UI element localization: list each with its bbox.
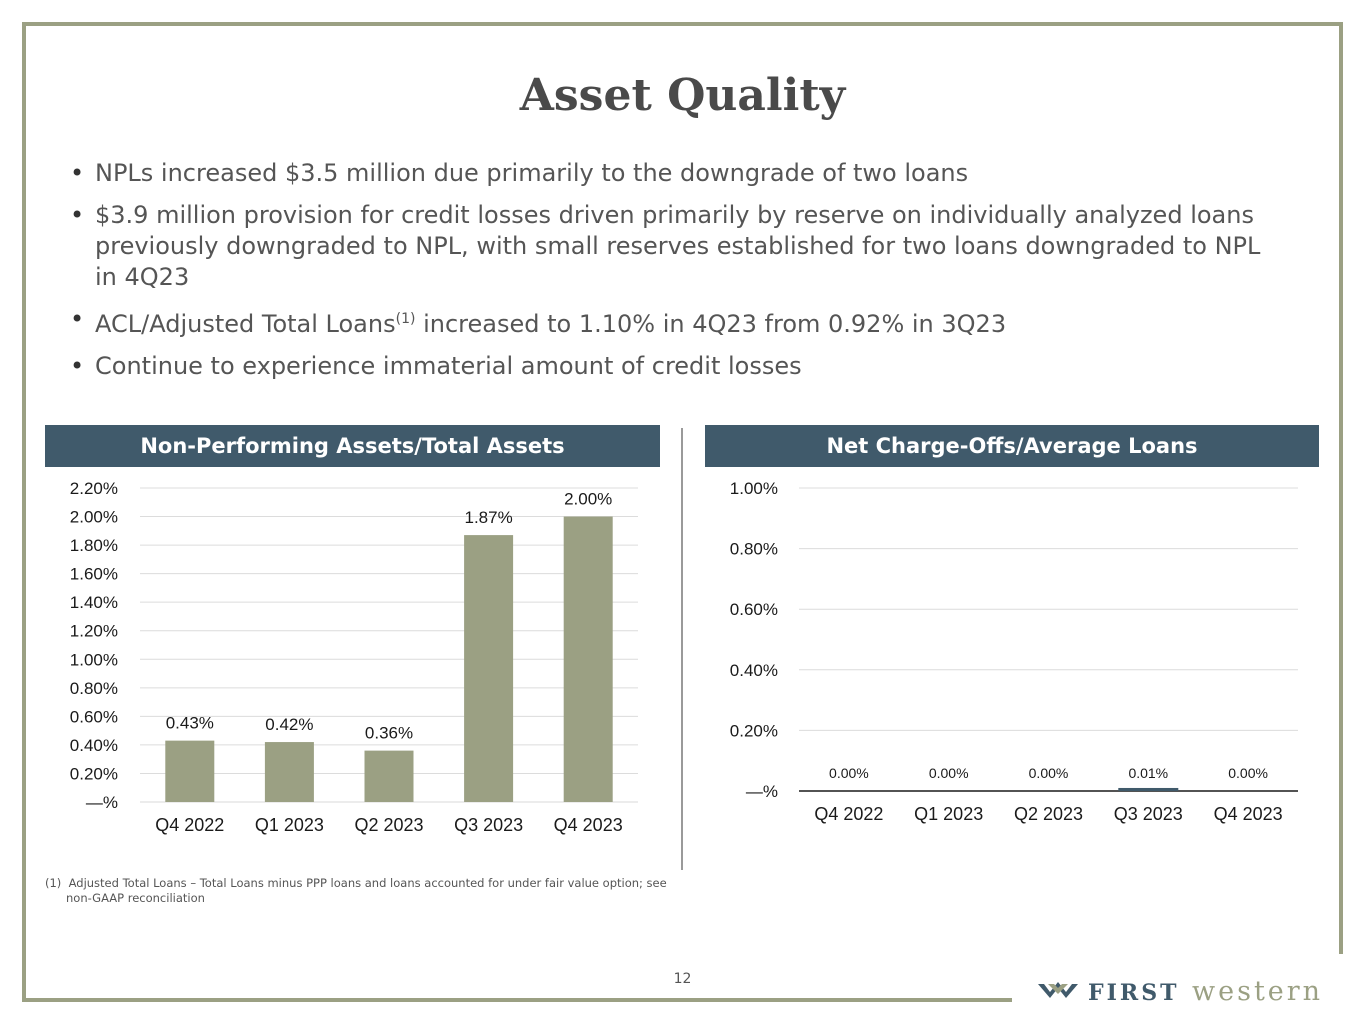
bullet-text: ACL/Adjusted Total Loans: [95, 310, 396, 338]
bar: [165, 740, 215, 802]
slide-frame-left: [22, 22, 26, 1002]
bar: [563, 516, 613, 802]
data-label: 0.00%: [1228, 765, 1268, 781]
data-label: 0.36%: [365, 724, 413, 743]
y-tick-label: 2.20%: [70, 479, 118, 498]
y-tick-label: 0.40%: [70, 736, 118, 755]
data-label: 0.01%: [1128, 765, 1168, 781]
y-tick-label: —%: [746, 782, 778, 801]
y-tick-label: 0.40%: [730, 661, 778, 680]
data-label: 2.00%: [564, 490, 612, 509]
y-tick-label: 2.00%: [70, 508, 118, 527]
slide-frame-top: [22, 22, 1343, 26]
bar: [364, 750, 414, 802]
slide-frame-bottom: [22, 998, 1012, 1002]
data-label: 0.00%: [829, 765, 869, 781]
y-tick-label: 1.00%: [730, 479, 778, 498]
data-label: 0.00%: [929, 765, 969, 781]
data-label: 1.87%: [464, 508, 512, 527]
bullet-text: $3.9 million provision for credit losses…: [95, 201, 1261, 291]
bar: [1118, 787, 1179, 791]
x-tick-label: Q4 2022: [814, 804, 883, 824]
first-western-logo: FIRST western: [1038, 976, 1323, 1007]
y-tick-label: —%: [86, 793, 118, 812]
x-tick-label: Q3 2023: [454, 815, 523, 835]
x-tick-label: Q1 2023: [255, 815, 324, 835]
x-tick-label: Q4 2022: [155, 815, 224, 835]
bullet-item: Continue to experience immaterial amount…: [70, 351, 1270, 382]
bar: [464, 535, 514, 802]
y-tick-label: 1.00%: [70, 650, 118, 669]
y-tick-label: 1.80%: [70, 536, 118, 555]
x-tick-label: Q4 2023: [1214, 804, 1283, 824]
data-label: 0.42%: [265, 715, 313, 734]
data-label: 0.00%: [1029, 765, 1069, 781]
bullet-item: NPLs increased $3.5 million due primaril…: [70, 158, 1270, 189]
panel-divider: [681, 428, 683, 870]
footnote: (1) Adjusted Total Loans – Total Loans m…: [45, 876, 685, 906]
y-tick-label: 0.20%: [730, 721, 778, 740]
y-tick-label: 0.60%: [730, 600, 778, 619]
logo-first-text: FIRST: [1088, 980, 1179, 1006]
x-tick-label: Q2 2023: [354, 815, 423, 835]
bar: [264, 742, 314, 802]
x-tick-label: Q3 2023: [1114, 804, 1183, 824]
y-tick-label: 0.20%: [70, 764, 118, 783]
footnote-text: Adjusted Total Loans – Total Loans minus…: [66, 876, 667, 905]
bullet-item: $3.9 million provision for credit losses…: [70, 200, 1270, 293]
footnote-marker: (1): [45, 876, 62, 890]
first-western-chevron-icon: [1038, 982, 1078, 998]
bullet-item: ACL/Adjusted Total Loans(1) increased to…: [70, 304, 1270, 340]
bullet-list: NPLs increased $3.5 million due primaril…: [70, 158, 1270, 393]
logo-western-text: western: [1192, 976, 1323, 1007]
slide-frame-right: [1339, 22, 1343, 954]
npa-chart-header: Non-Performing Assets/Total Assets: [45, 425, 660, 467]
y-tick-label: 0.60%: [70, 707, 118, 726]
nco-chart-header: Net Charge-Offs/Average Loans: [705, 425, 1319, 467]
page-title: Asset Quality: [519, 70, 846, 121]
y-tick-label: 1.60%: [70, 565, 118, 584]
y-tick-label: 1.40%: [70, 593, 118, 612]
footnote-ref: (1): [395, 311, 416, 327]
y-tick-label: 0.80%: [70, 679, 118, 698]
y-tick-label: 0.80%: [730, 540, 778, 559]
bullet-text: NPLs increased $3.5 million due primaril…: [95, 159, 969, 187]
page-number: 12: [673, 971, 692, 987]
bullet-text: increased to 1.10% in 4Q23 from 0.92% in…: [415, 310, 1007, 338]
bullet-text: Continue to experience immaterial amount…: [95, 352, 802, 380]
data-label: 0.43%: [166, 714, 214, 733]
x-tick-label: Q4 2023: [554, 815, 623, 835]
x-tick-label: Q1 2023: [914, 804, 983, 824]
y-tick-label: 1.20%: [70, 622, 118, 641]
x-tick-label: Q2 2023: [1014, 804, 1083, 824]
